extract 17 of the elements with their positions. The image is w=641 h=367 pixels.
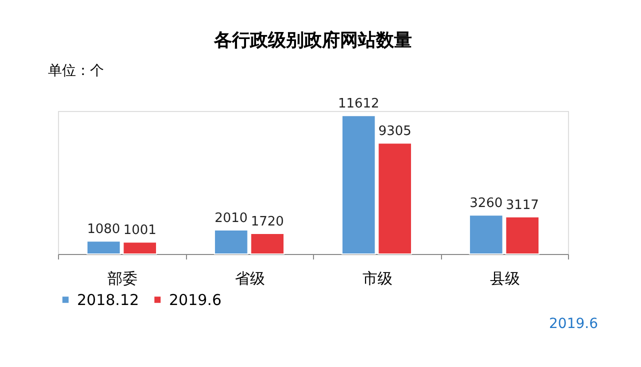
data-label: 9305 (378, 124, 412, 140)
data-label: 1080 (87, 222, 120, 238)
text: 单位：个 (48, 63, 104, 79)
data-label: 11612 (338, 96, 380, 112)
legend-label: 2019.6 (169, 290, 222, 309)
data-label: 1720 (250, 214, 284, 230)
data-label: 3117 (506, 198, 539, 213)
legend-label: 2018.12 (77, 290, 140, 309)
chart-title: 各行政级别政府网站数量 (213, 30, 412, 51)
x-tick-label: 县级 (490, 270, 520, 288)
data-label: 3260 (470, 196, 503, 212)
x-tick-label: 部委 (107, 270, 138, 288)
x-tick-label: 省级 (234, 270, 265, 288)
data-label: 2010 (214, 211, 248, 226)
x-tick-label: 市级 (362, 270, 392, 288)
text: 2019.6 (549, 316, 598, 332)
data-label: 1001 (123, 223, 156, 238)
